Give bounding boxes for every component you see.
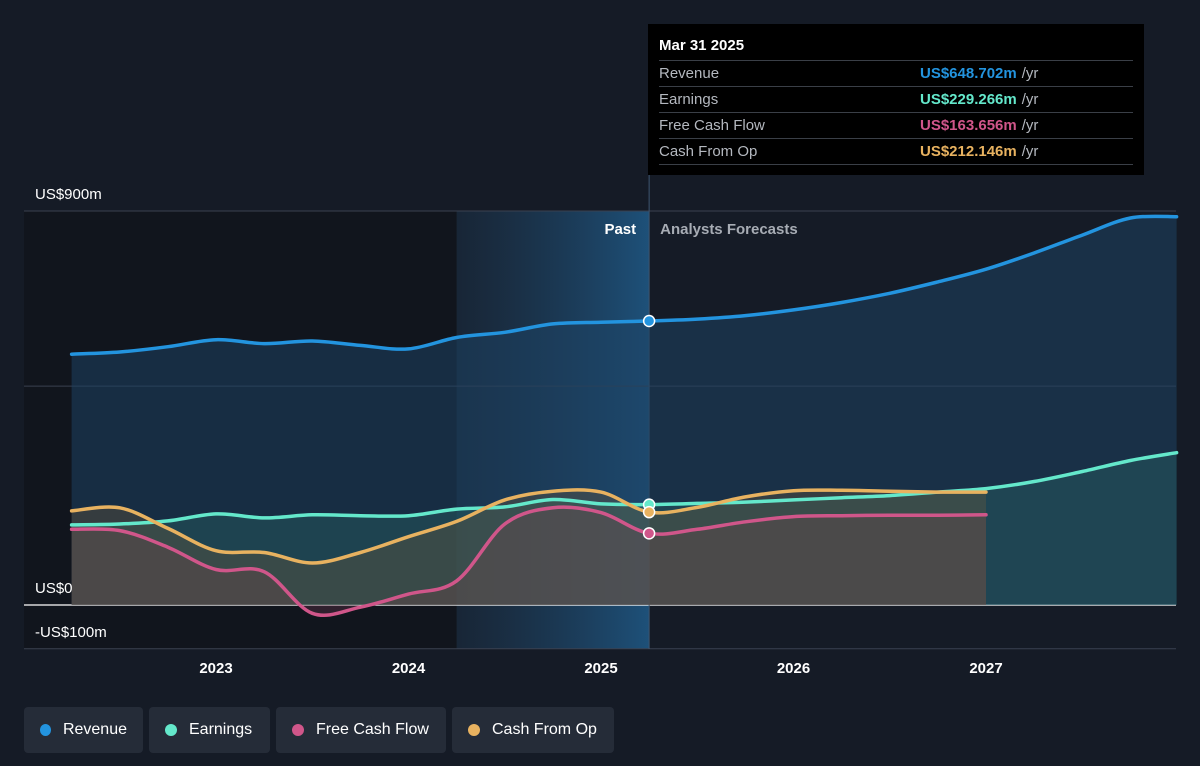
legend-dot-icon	[165, 724, 177, 736]
tooltip-row-revenue: Revenue US$648.702m /yr	[659, 60, 1133, 86]
legend-label: Cash From Op	[492, 721, 597, 738]
legend-dot-icon	[468, 724, 480, 736]
tooltip-unit: /yr	[1021, 117, 1039, 134]
tooltip-row-earnings: Earnings US$229.266m /yr	[659, 86, 1133, 112]
series-area-free-cash-flow	[71, 507, 987, 616]
series-marker-revenue	[642, 314, 656, 328]
x-tick-label: 2027	[969, 660, 1002, 677]
tooltip-value: US$212.146m	[920, 143, 1017, 160]
legend-label: Free Cash Flow	[316, 721, 429, 738]
legend-dot-icon	[40, 724, 51, 736]
forecast-label: Analysts Forecasts	[660, 221, 798, 238]
x-tick-label: 2024	[392, 660, 426, 677]
chart-canvas: US$900m US$0 -US$100m 2023 2024 2025 2026 2027 P…	[24, 175, 1179, 677]
series-line-revenue	[69, 214, 1179, 356]
tooltip-unit: /yr	[1021, 65, 1039, 82]
tooltip-label: Revenue	[659, 65, 720, 82]
series-markers	[642, 314, 656, 540]
series-marker-cash-from-op	[642, 505, 656, 519]
tooltip-row-free-cash-flow: Free Cash Flow US$163.656m /yr	[659, 112, 1133, 138]
y-tick-label: -US$100m	[35, 624, 107, 641]
axis-labels: US$900m US$0 -US$100m 2023 2024 2025 2026 2027 P…	[35, 186, 1003, 677]
past-label: Past	[604, 221, 636, 238]
tooltip-value: US$229.266m	[920, 91, 1017, 108]
tooltip-panel: Mar 31 2025 Revenue US$648.702m /yr Earn…	[648, 24, 1144, 175]
tooltip-row-cash-from-op: Cash From Op US$212.146m /yr	[659, 138, 1133, 165]
x-tick-label: 2026	[777, 660, 810, 677]
tooltip-label: Earnings	[659, 91, 719, 108]
legend-item-cash-from-op[interactable]: Cash From Op	[452, 707, 614, 753]
y-tick-label: US$0	[35, 580, 73, 597]
tooltip-date: Mar 31 2025	[659, 37, 745, 54]
series-line-free-cash-flow	[69, 505, 988, 618]
tooltip-unit: /yr	[1021, 143, 1039, 160]
tooltip-value: US$163.656m	[920, 117, 1017, 134]
series-area-earnings	[71, 452, 1177, 605]
legend-label: Earnings	[189, 721, 253, 738]
series-lines	[69, 214, 1179, 618]
tooltip-value: US$648.702m	[920, 65, 1017, 82]
tooltip-label: Cash From Op	[659, 143, 758, 160]
x-tick-label: 2025	[584, 660, 617, 677]
series-line-cash-from-op	[69, 488, 988, 565]
series-line-earnings	[69, 450, 1179, 527]
legend-item-revenue[interactable]: Revenue	[24, 707, 143, 753]
chart-legend: Revenue Earnings Free Cash Flow Cash Fro…	[24, 707, 614, 753]
series-area-revenue	[71, 216, 1177, 605]
y-tick-label: US$900m	[35, 186, 102, 203]
series-marker-free-cash-flow	[642, 527, 656, 540]
tooltip-unit: /yr	[1021, 91, 1039, 108]
legend-item-free-cash-flow[interactable]: Free Cash Flow	[276, 707, 446, 753]
tooltip-label: Free Cash Flow	[659, 117, 765, 134]
legend-item-earnings[interactable]: Earnings	[149, 707, 270, 753]
x-tick-label: 2023	[199, 660, 232, 677]
legend-label: Revenue	[62, 721, 127, 738]
series-areas	[71, 216, 1177, 616]
legend-dot-icon	[292, 724, 304, 736]
